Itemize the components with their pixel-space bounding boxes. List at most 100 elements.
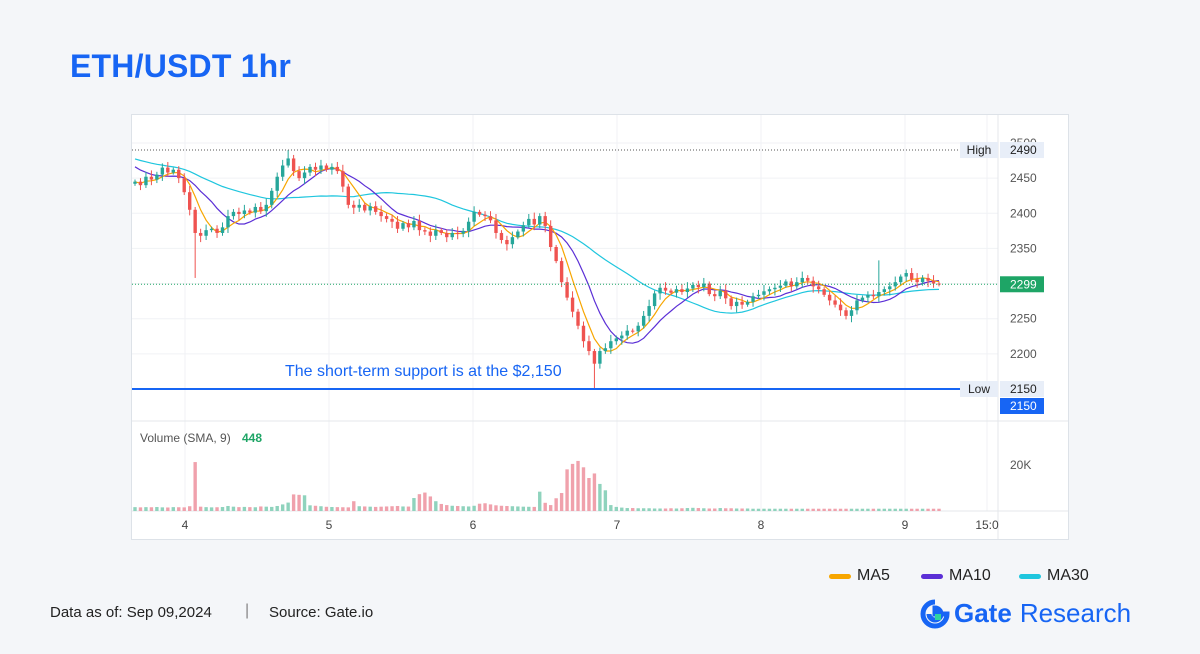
volume-bar — [198, 506, 203, 511]
candle-body — [155, 174, 159, 180]
candle-body — [297, 171, 301, 179]
candle-body — [745, 301, 750, 305]
candle-body — [576, 311, 580, 326]
candle-body — [335, 166, 340, 172]
volume-bar — [685, 508, 690, 511]
candle-body — [543, 216, 547, 226]
candle-body — [833, 300, 837, 305]
time-tick-label: 15:0 — [975, 518, 999, 532]
candle-body — [631, 330, 635, 332]
volume-bar — [335, 507, 340, 511]
candle-body — [538, 216, 542, 225]
candle-body — [609, 341, 613, 349]
candle-body — [291, 158, 296, 172]
candle-body — [357, 204, 361, 208]
volume-bar — [893, 508, 897, 511]
candle-body — [860, 297, 865, 301]
volume-bar — [614, 506, 619, 511]
volume-bar — [352, 501, 356, 511]
candle-body — [209, 228, 214, 231]
candle-body — [182, 178, 186, 193]
candle-body — [166, 167, 170, 173]
volume-bar — [888, 508, 892, 511]
volume-bar — [521, 506, 526, 511]
volume-bar — [838, 508, 843, 511]
volume-bar — [346, 507, 351, 511]
candle-body — [341, 171, 345, 187]
candle-body — [773, 287, 777, 290]
candle-body — [417, 221, 422, 231]
volume-bar — [729, 508, 733, 511]
volume-bar — [718, 508, 722, 511]
candle-body — [620, 335, 624, 339]
volume-bar — [587, 478, 591, 511]
legend-label-ma5: MA5 — [857, 567, 890, 584]
low-price-tag-box — [1000, 398, 1044, 414]
volume-bar — [581, 467, 586, 511]
candle-body — [187, 192, 192, 210]
volume-bar — [833, 508, 837, 511]
volume-bar — [877, 508, 881, 511]
candle-body — [466, 221, 471, 231]
volume-bars — [133, 460, 941, 511]
candle-body — [702, 283, 706, 288]
volume-bar — [401, 506, 405, 511]
volume-bar — [368, 506, 372, 511]
volume-bar — [379, 506, 383, 511]
volume-tick-label: 20K — [1010, 458, 1031, 472]
volume-bar — [291, 494, 296, 511]
annotations: The short-term support is at the $2,150 … — [132, 142, 1044, 472]
volume-bar — [723, 508, 728, 511]
candle-body — [253, 206, 258, 213]
volume-bar — [532, 506, 536, 511]
volume-bar — [220, 507, 225, 511]
candle-body — [423, 230, 427, 232]
volume-bar — [816, 508, 821, 511]
candle-body — [548, 225, 553, 248]
candle-body — [428, 231, 433, 236]
candle-body — [330, 166, 334, 170]
time-tick-label: 7 — [614, 518, 621, 532]
volume-bar — [264, 506, 268, 511]
candle-body — [390, 218, 394, 222]
volume-bar — [811, 508, 815, 511]
volume-bar — [751, 508, 755, 511]
candle-body — [477, 211, 482, 215]
volume-bar — [795, 508, 799, 511]
volume-bar — [762, 508, 766, 511]
gate-logo-icon — [920, 599, 950, 628]
ma30-line — [134, 158, 940, 314]
candle-body — [193, 209, 197, 233]
candle-body — [177, 169, 181, 179]
candle-body — [308, 166, 312, 173]
candle-body — [893, 282, 897, 287]
candle-body — [789, 281, 794, 287]
volume-bar — [745, 508, 750, 511]
current-price-box — [1000, 276, 1044, 293]
volume-bar — [308, 505, 312, 511]
chart-title: ETH/USDT 1hr — [70, 48, 292, 84]
candle-body — [275, 176, 279, 191]
high-label: High — [967, 143, 992, 157]
volume-bar — [570, 463, 575, 511]
low-label-box — [960, 381, 998, 397]
volume-bar — [789, 508, 794, 511]
low-value: 2150 — [1010, 382, 1037, 396]
volume-bar — [204, 507, 208, 511]
volume-bar — [177, 507, 181, 511]
candle-body — [138, 181, 143, 186]
volume-bar — [488, 504, 493, 511]
candle-body — [280, 165, 285, 177]
volume-bar — [691, 507, 695, 511]
candle-body — [565, 282, 569, 298]
ma5-swatch — [829, 573, 851, 579]
volume-bar — [576, 460, 580, 511]
volume-bar — [882, 508, 887, 511]
volume-bar — [215, 507, 219, 511]
volume-bar — [439, 503, 443, 511]
volume-bar — [237, 507, 241, 511]
candle-body — [270, 190, 274, 205]
volume-bar — [445, 505, 449, 511]
volume-bar — [543, 502, 547, 511]
candle-body — [871, 294, 876, 297]
